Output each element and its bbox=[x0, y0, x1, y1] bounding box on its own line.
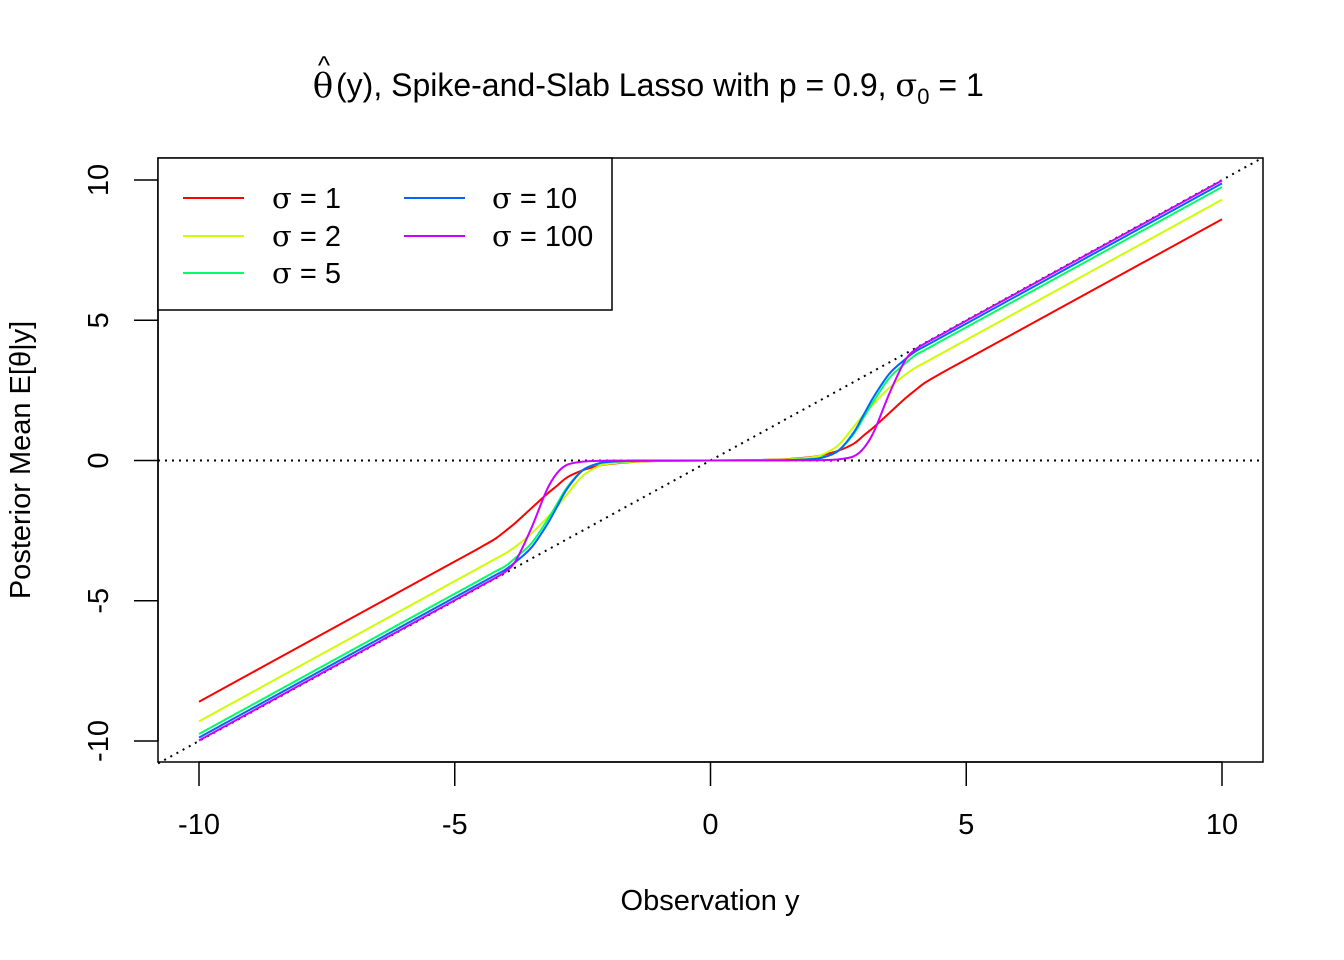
title-main: (y), Spike-and-Slab Lasso with p = 0.9, … bbox=[336, 66, 984, 109]
legend-label-2: σ = 2 bbox=[272, 219, 341, 253]
title-sigma-subscript: 0 bbox=[917, 84, 929, 109]
legend-label-3: σ = 5 bbox=[272, 256, 341, 290]
legend-label-5: σ = 100 bbox=[492, 219, 593, 253]
x-tick-label: -5 bbox=[442, 809, 468, 841]
title-sigma: σ bbox=[895, 66, 917, 104]
x-axis-label: Observation y bbox=[621, 885, 800, 917]
legend-label-4: σ = 10 bbox=[492, 181, 577, 215]
y-tick-label: 5 bbox=[83, 312, 115, 328]
y-axis-label: Posterior Mean E[θ|y] bbox=[5, 321, 37, 599]
y-tick-label: -10 bbox=[83, 720, 115, 762]
legend: σ = 1 σ = 2σ = 5 σ = 10 σ = 100 bbox=[157, 157, 613, 311]
series-lines bbox=[198, 179, 1223, 742]
x-tick-label: 10 bbox=[1206, 809, 1238, 841]
x-tick-label: 0 bbox=[702, 809, 718, 841]
title-hat: ^ bbox=[318, 50, 331, 80]
title-sigma-value: = 1 bbox=[929, 67, 983, 103]
x-axis: -10 -5 0 5 10 bbox=[178, 761, 1238, 841]
chart-title: θ ^ (y), Spike-and-Slab Lasso with p = 0… bbox=[313, 50, 984, 109]
title-main-text: (y), Spike-and-Slab Lasso with p = 0.9, bbox=[336, 67, 895, 103]
x-tick-label: 5 bbox=[958, 809, 974, 841]
x-tick-label: -10 bbox=[178, 809, 220, 841]
legend-box bbox=[157, 157, 613, 311]
y-tick-label: 10 bbox=[83, 164, 115, 196]
series-line-5 bbox=[198, 179, 1223, 742]
y-tick-label: -5 bbox=[83, 588, 115, 614]
y-tick-label: 0 bbox=[83, 452, 115, 468]
title-theta-hat: θ bbox=[313, 66, 333, 106]
y-axis: -10 -5 0 5 10 bbox=[83, 164, 159, 762]
legend-label-1: σ = 1 bbox=[272, 181, 341, 215]
